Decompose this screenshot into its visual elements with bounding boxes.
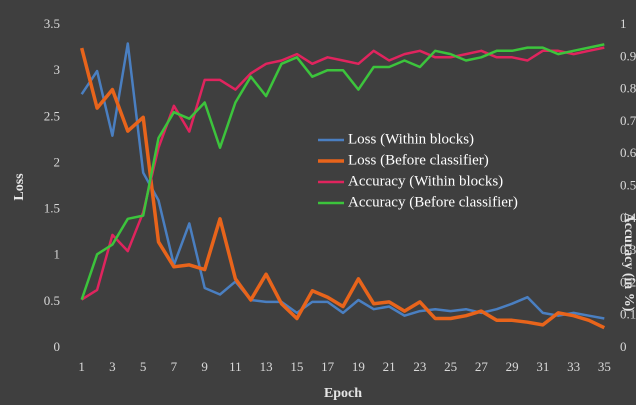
- y2-tick-label: 0.1: [620, 307, 636, 322]
- y2-tick-label: 1: [620, 16, 627, 31]
- x-tick-label: 17: [321, 359, 335, 374]
- y2-tick-label: 0.9: [620, 48, 636, 63]
- x-tick-label: 3: [109, 359, 116, 374]
- legend-text: Loss (Within blocks): [348, 131, 474, 147]
- x-tick-label: 33: [567, 359, 580, 374]
- x-tick-label: 13: [260, 359, 273, 374]
- x-tick-label: 27: [475, 359, 489, 374]
- x-tick-label: 31: [536, 359, 549, 374]
- y2-tick-label: 0: [620, 339, 627, 354]
- legend-text: Accuracy (Within blocks): [348, 173, 503, 189]
- x-tick-label: 15: [290, 359, 303, 374]
- y-tick-label: 0: [54, 339, 61, 354]
- x-tick-label: 35: [598, 359, 611, 374]
- y2-tick-label: 0.6: [620, 145, 636, 160]
- x-tick-label: 9: [201, 359, 208, 374]
- y2-tick-label: 0.8: [620, 81, 636, 96]
- x-tick-label: 7: [171, 359, 178, 374]
- y-tick-label: 0.5: [44, 293, 60, 308]
- x-tick-label: 19: [352, 359, 365, 374]
- y-tick-label: 1: [54, 247, 61, 262]
- y-tick-label: 3.5: [44, 16, 60, 31]
- series-line: [80, 43, 605, 301]
- y-tick-label: 1.5: [44, 201, 60, 216]
- y2-tick-label: 0.7: [620, 113, 636, 128]
- series-line: [80, 47, 606, 330]
- y2-tick-label: 0.5: [620, 177, 636, 192]
- x-tick-label: 29: [506, 359, 519, 374]
- x-tick-label: 25: [444, 359, 457, 374]
- legend-text: Accuracy (Before classifier): [348, 194, 518, 210]
- y-axis-title: Loss: [12, 173, 27, 201]
- x-tick-label: 1: [78, 359, 85, 374]
- x-axis-title: Epoch: [324, 386, 362, 401]
- legend-text: Loss (Before classifier): [348, 152, 489, 168]
- x-tick-label: 11: [229, 359, 242, 374]
- x-tick-label: 23: [413, 359, 426, 374]
- x-tick-label: 21: [383, 359, 396, 374]
- y-tick-label: 2.5: [44, 108, 60, 123]
- y2-axis-title: Accuracy (in %): [621, 213, 636, 312]
- series-line: [80, 42, 605, 320]
- y2-tick-label: 0.2: [620, 274, 636, 289]
- y2-tick-label: 0.3: [620, 242, 636, 257]
- y-tick-label: 2: [54, 154, 61, 169]
- y2-tick-label: 0.4: [620, 210, 636, 225]
- x-tick-label: 5: [140, 359, 147, 374]
- y-tick-label: 3: [54, 62, 61, 77]
